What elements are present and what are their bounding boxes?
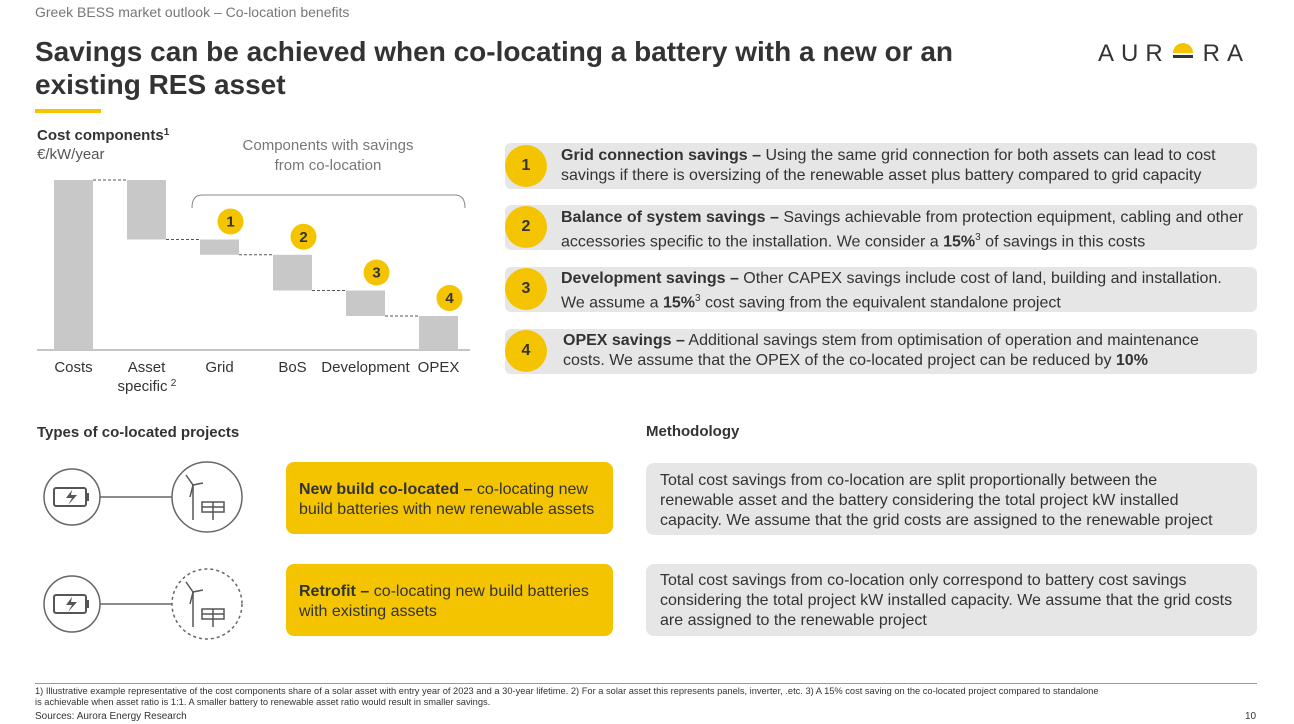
emphasis: 10% bbox=[1115, 352, 1148, 369]
x-tick-label: BoS bbox=[278, 359, 306, 376]
marker-badge bbox=[290, 223, 317, 250]
text: build batteries with new renewable asset… bbox=[299, 501, 595, 518]
emphasis: 15% bbox=[662, 294, 696, 312]
footnote-mark: 1 bbox=[164, 127, 170, 138]
sources: Sources: Aurora Energy Research bbox=[35, 711, 187, 722]
x-tick-label: Development bbox=[321, 359, 410, 376]
bar bbox=[54, 180, 93, 350]
text: co-locating new build batteries bbox=[373, 583, 589, 600]
savings-number: 4 bbox=[505, 330, 547, 372]
savings-title: Balance of system savings – bbox=[561, 209, 779, 226]
savings-number: 1 bbox=[505, 145, 547, 187]
savings-row bbox=[505, 267, 1257, 312]
bracket-label: from co-location bbox=[275, 157, 382, 174]
footnote-mark: 3 bbox=[695, 293, 701, 304]
project-icons bbox=[43, 461, 243, 640]
savings-title: OPEX savings – bbox=[563, 332, 685, 349]
section-heading: Methodology bbox=[646, 423, 740, 440]
marker-badge bbox=[436, 285, 463, 311]
text: considering the total project kW install… bbox=[660, 592, 1233, 609]
title-underline bbox=[35, 109, 101, 113]
savings-text: Balance of system savings – Savings achi… bbox=[561, 208, 1243, 252]
text: We assume a bbox=[561, 294, 659, 312]
page-number: 10 bbox=[1245, 711, 1257, 722]
text: Total cost savings from co-location are … bbox=[660, 472, 1158, 489]
marker-label: 2 bbox=[299, 229, 307, 246]
text: Savings achievable from protection equip… bbox=[783, 209, 1244, 226]
savings-text: Grid connection savings – Using the same… bbox=[561, 146, 1216, 186]
section-heading: Types of co-located projects bbox=[37, 424, 240, 441]
x-tick-label: Costs bbox=[54, 359, 92, 376]
text: savings if there is oversizing of the re… bbox=[561, 167, 1202, 184]
methodology-text: Total cost savings from co-location are … bbox=[660, 471, 1213, 531]
text: are assigned to the renewable project bbox=[660, 612, 927, 629]
text: Other CAPEX savings include cost of land… bbox=[743, 270, 1222, 287]
project-type-title: New build co-located – bbox=[299, 481, 473, 498]
x-tick-label: Grid bbox=[205, 359, 233, 376]
x-tick-label: OPEX bbox=[418, 359, 460, 376]
logo-text: RA bbox=[1202, 40, 1251, 67]
footnote-mark: 3 bbox=[975, 232, 981, 243]
bar bbox=[127, 180, 166, 240]
savings-row bbox=[505, 329, 1257, 374]
project-type-text: Retrofit – co-locating new build batteri… bbox=[299, 582, 589, 622]
emphasis: 15% bbox=[943, 233, 976, 251]
text: Total cost savings from co-location only… bbox=[660, 572, 1187, 589]
title: existing RES asset bbox=[35, 69, 286, 100]
footnote: 1) Illustrative example representative o… bbox=[35, 686, 1099, 696]
savings-text: Development savings – Other CAPEX saving… bbox=[561, 269, 1222, 313]
x-tick-label: specific bbox=[117, 378, 168, 395]
chart-title: Cost components1 bbox=[37, 127, 170, 144]
savings-number: 3 bbox=[505, 268, 547, 310]
chart-subtitle: €/kW/year bbox=[37, 146, 105, 163]
methodology-text: Total cost savings from co-location only… bbox=[660, 571, 1232, 631]
logo-text: AUR bbox=[1098, 40, 1170, 67]
text: renewable asset and the battery consider… bbox=[660, 492, 1179, 509]
savings-text: OPEX savings – Additional savings stem f… bbox=[563, 331, 1199, 371]
methodology-box bbox=[646, 564, 1257, 636]
savings-row bbox=[505, 143, 1257, 189]
project-type-text: New build co-located – co-locating new bu… bbox=[299, 480, 594, 520]
x-tick-label: Asset bbox=[128, 359, 166, 376]
project-type-box bbox=[286, 564, 613, 636]
text: cost saving from the equivalent standalo… bbox=[705, 294, 1061, 312]
savings-title: Grid connection savings – bbox=[561, 147, 762, 164]
methodology-box bbox=[646, 463, 1257, 535]
text: of savings in this costs bbox=[985, 233, 1146, 251]
text: costs. We assume that the OPEX of the co… bbox=[563, 352, 1112, 369]
project-type-title: Retrofit – bbox=[299, 583, 370, 600]
chart-title-text: Cost components bbox=[37, 127, 164, 144]
marker-label: 4 bbox=[445, 290, 454, 307]
marker-label: 1 bbox=[226, 214, 234, 231]
bracket-label: Components with savings bbox=[243, 137, 414, 154]
title: Savings can be achieved when co-locating… bbox=[35, 36, 954, 67]
footnote: is achievable when asset ratio is 1:1. A… bbox=[35, 697, 491, 707]
marker-badge bbox=[217, 208, 244, 235]
bar bbox=[419, 316, 458, 350]
text: co-locating new bbox=[476, 481, 588, 498]
logo: AUR RA bbox=[1098, 40, 1250, 68]
project-type-box bbox=[286, 462, 613, 534]
text: accessories specific to the installation… bbox=[561, 233, 939, 251]
bar bbox=[273, 254, 312, 291]
bracket bbox=[191, 194, 466, 209]
text: Additional savings stem from optimisatio… bbox=[688, 332, 1199, 349]
chart: Cost components1 €/kW/year Components wi… bbox=[37, 127, 470, 395]
savings-title: Development savings – bbox=[561, 270, 739, 287]
bar bbox=[200, 239, 239, 255]
footer-rule bbox=[35, 683, 1257, 684]
breadcrumb: Greek BESS market outlook – Co-location … bbox=[35, 4, 350, 20]
footnote-mark: 2 bbox=[171, 378, 177, 389]
text: capacity. We assume that the grid costs … bbox=[660, 512, 1213, 529]
bar bbox=[346, 290, 385, 316]
savings-number: 2 bbox=[505, 206, 547, 248]
savings-row bbox=[505, 205, 1257, 250]
logo-icon bbox=[1172, 43, 1193, 58]
marker-label: 3 bbox=[372, 265, 380, 282]
text: with existing assets bbox=[299, 603, 437, 620]
text: Using the same grid connection for both … bbox=[765, 147, 1216, 164]
marker-badge bbox=[363, 259, 390, 286]
